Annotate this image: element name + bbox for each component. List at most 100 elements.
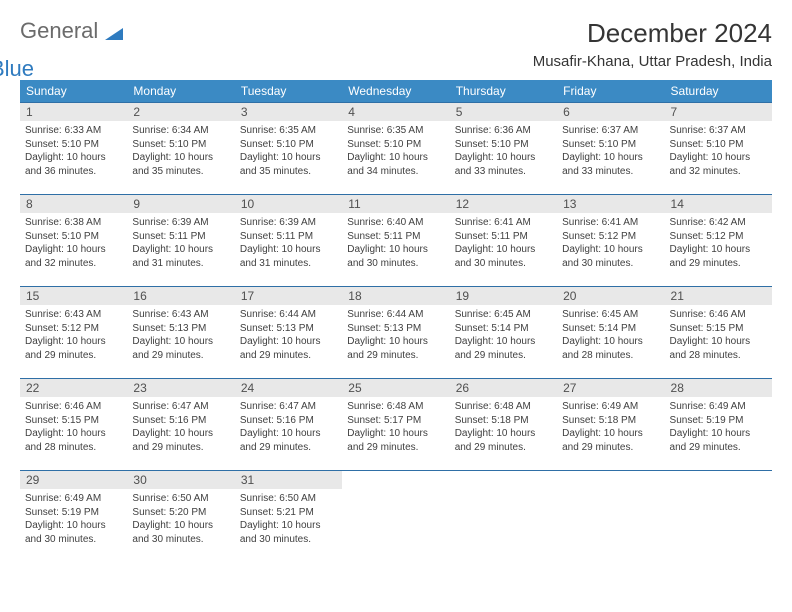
day-number: 15	[20, 287, 127, 305]
daylight-line: Daylight: 10 hours and 29 minutes.	[347, 335, 444, 362]
day-body: Sunrise: 6:41 AMSunset: 5:12 PMDaylight:…	[557, 213, 664, 274]
day-cell: 22Sunrise: 6:46 AMSunset: 5:15 PMDayligh…	[20, 379, 127, 471]
daylight-line: Daylight: 10 hours and 34 minutes.	[347, 151, 444, 178]
day-cell: 3Sunrise: 6:35 AMSunset: 5:10 PMDaylight…	[235, 103, 342, 195]
logo: General Blue	[20, 18, 123, 70]
day-cell: 4Sunrise: 6:35 AMSunset: 5:10 PMDaylight…	[342, 103, 449, 195]
logo-triangle-icon	[105, 26, 123, 40]
day-number: 7	[665, 103, 772, 121]
day-cell: 8Sunrise: 6:38 AMSunset: 5:10 PMDaylight…	[20, 195, 127, 287]
day-cell: 16Sunrise: 6:43 AMSunset: 5:13 PMDayligh…	[127, 287, 234, 379]
day-cell: 1Sunrise: 6:33 AMSunset: 5:10 PMDaylight…	[20, 103, 127, 195]
sunset-line: Sunset: 5:10 PM	[455, 138, 552, 152]
sunrise-line: Sunrise: 6:50 AM	[240, 492, 337, 506]
day-body: Sunrise: 6:49 AMSunset: 5:19 PMDaylight:…	[665, 397, 772, 458]
day-cell: 9Sunrise: 6:39 AMSunset: 5:11 PMDaylight…	[127, 195, 234, 287]
day-cell: 14Sunrise: 6:42 AMSunset: 5:12 PMDayligh…	[665, 195, 772, 287]
sunrise-line: Sunrise: 6:43 AM	[132, 308, 229, 322]
day-cell: 10Sunrise: 6:39 AMSunset: 5:11 PMDayligh…	[235, 195, 342, 287]
header: General Blue December 2024 Musafir-Khana…	[20, 18, 772, 70]
day-number: 23	[127, 379, 234, 397]
day-cell: 21Sunrise: 6:46 AMSunset: 5:15 PMDayligh…	[665, 287, 772, 379]
daylight-line: Daylight: 10 hours and 35 minutes.	[132, 151, 229, 178]
sunrise-line: Sunrise: 6:41 AM	[455, 216, 552, 230]
day-number: 25	[342, 379, 449, 397]
sunrise-line: Sunrise: 6:37 AM	[670, 124, 767, 138]
sunset-line: Sunset: 5:12 PM	[562, 230, 659, 244]
day-number: 28	[665, 379, 772, 397]
day-body: Sunrise: 6:45 AMSunset: 5:14 PMDaylight:…	[557, 305, 664, 366]
day-header: Tuesday	[235, 80, 342, 103]
sunrise-line: Sunrise: 6:48 AM	[347, 400, 444, 414]
day-cell: 29Sunrise: 6:49 AMSunset: 5:19 PMDayligh…	[20, 471, 127, 563]
daylight-line: Daylight: 10 hours and 28 minutes.	[25, 427, 122, 454]
sunset-line: Sunset: 5:10 PM	[132, 138, 229, 152]
week-row: 22Sunrise: 6:46 AMSunset: 5:15 PMDayligh…	[20, 379, 772, 471]
sunrise-line: Sunrise: 6:45 AM	[562, 308, 659, 322]
sunset-line: Sunset: 5:20 PM	[132, 506, 229, 520]
day-body: Sunrise: 6:46 AMSunset: 5:15 PMDaylight:…	[20, 397, 127, 458]
day-body: Sunrise: 6:41 AMSunset: 5:11 PMDaylight:…	[450, 213, 557, 274]
sunrise-line: Sunrise: 6:41 AM	[562, 216, 659, 230]
sunset-line: Sunset: 5:12 PM	[25, 322, 122, 336]
sunset-line: Sunset: 5:10 PM	[347, 138, 444, 152]
day-body: Sunrise: 6:45 AMSunset: 5:14 PMDaylight:…	[450, 305, 557, 366]
day-number: 17	[235, 287, 342, 305]
day-number: 2	[127, 103, 234, 121]
empty-cell	[450, 471, 557, 563]
sunrise-line: Sunrise: 6:39 AM	[240, 216, 337, 230]
daylight-line: Daylight: 10 hours and 29 minutes.	[132, 427, 229, 454]
sunrise-line: Sunrise: 6:46 AM	[670, 308, 767, 322]
day-header: Wednesday	[342, 80, 449, 103]
day-number: 4	[342, 103, 449, 121]
day-cell: 31Sunrise: 6:50 AMSunset: 5:21 PMDayligh…	[235, 471, 342, 563]
sunrise-line: Sunrise: 6:42 AM	[670, 216, 767, 230]
day-cell: 2 Sunrise: 6:34 AMSunset: 5:10 PMDaylight…	[127, 103, 234, 195]
calendar-table: SundayMondayTuesdayWednesdayThursdayFrid…	[20, 80, 772, 563]
day-body: Sunrise: 6:44 AMSunset: 5:13 PMDaylight:…	[235, 305, 342, 366]
daylight-line: Daylight: 10 hours and 29 minutes.	[562, 427, 659, 454]
day-number: 10	[235, 195, 342, 213]
sunset-line: Sunset: 5:16 PM	[132, 414, 229, 428]
sunset-line: Sunset: 5:13 PM	[347, 322, 444, 336]
day-number: 5	[450, 103, 557, 121]
daylight-line: Daylight: 10 hours and 29 minutes.	[455, 427, 552, 454]
sunset-line: Sunset: 5:14 PM	[562, 322, 659, 336]
day-cell: 18Sunrise: 6:44 AMSunset: 5:13 PMDayligh…	[342, 287, 449, 379]
sunrise-line: Sunrise: 6:44 AM	[240, 308, 337, 322]
daylight-line: Daylight: 10 hours and 32 minutes.	[25, 243, 122, 270]
daylight-line: Daylight: 10 hours and 36 minutes.	[25, 151, 122, 178]
day-cell: 17Sunrise: 6:44 AMSunset: 5:13 PMDayligh…	[235, 287, 342, 379]
day-header: Thursday	[450, 80, 557, 103]
empty-cell	[342, 471, 449, 563]
day-cell: 13Sunrise: 6:41 AMSunset: 5:12 PMDayligh…	[557, 195, 664, 287]
sunset-line: Sunset: 5:16 PM	[240, 414, 337, 428]
day-body: Sunrise: 6:49 AMSunset: 5:19 PMDaylight:…	[20, 489, 127, 550]
sunset-line: Sunset: 5:10 PM	[562, 138, 659, 152]
title-block: December 2024 Musafir-Khana, Uttar Prade…	[533, 18, 772, 70]
daylight-line: Daylight: 10 hours and 35 minutes.	[240, 151, 337, 178]
daylight-line: Daylight: 10 hours and 29 minutes.	[132, 335, 229, 362]
day-number: 27	[557, 379, 664, 397]
sunrise-line: Sunrise: 6:49 AM	[562, 400, 659, 414]
daylight-line: Daylight: 10 hours and 32 minutes.	[670, 151, 767, 178]
empty-cell	[665, 471, 772, 563]
sunset-line: Sunset: 5:18 PM	[562, 414, 659, 428]
sunset-line: Sunset: 5:18 PM	[455, 414, 552, 428]
daylight-line: Daylight: 10 hours and 30 minutes.	[455, 243, 552, 270]
sunset-line: Sunset: 5:13 PM	[132, 322, 229, 336]
sunrise-line: Sunrise: 6:46 AM	[25, 400, 122, 414]
day-body: Sunrise: 6:50 AMSunset: 5:20 PMDaylight:…	[127, 489, 234, 550]
day-number: 26	[450, 379, 557, 397]
sunset-line: Sunset: 5:11 PM	[240, 230, 337, 244]
sunset-line: Sunset: 5:10 PM	[670, 138, 767, 152]
day-body: Sunrise: 6:44 AMSunset: 5:13 PMDaylight:…	[342, 305, 449, 366]
sunrise-line: Sunrise: 6:34 AM	[132, 124, 229, 138]
day-body: Sunrise: 6:47 AMSunset: 5:16 PMDaylight:…	[127, 397, 234, 458]
sunset-line: Sunset: 5:10 PM	[25, 230, 122, 244]
day-body: Sunrise: 6:38 AMSunset: 5:10 PMDaylight:…	[20, 213, 127, 274]
day-body: Sunrise: 6:39 AMSunset: 5:11 PMDaylight:…	[235, 213, 342, 274]
sunrise-line: Sunrise: 6:33 AM	[25, 124, 122, 138]
day-number: 9	[127, 195, 234, 213]
day-body: Sunrise: 6:35 AMSunset: 5:10 PMDaylight:…	[235, 121, 342, 182]
